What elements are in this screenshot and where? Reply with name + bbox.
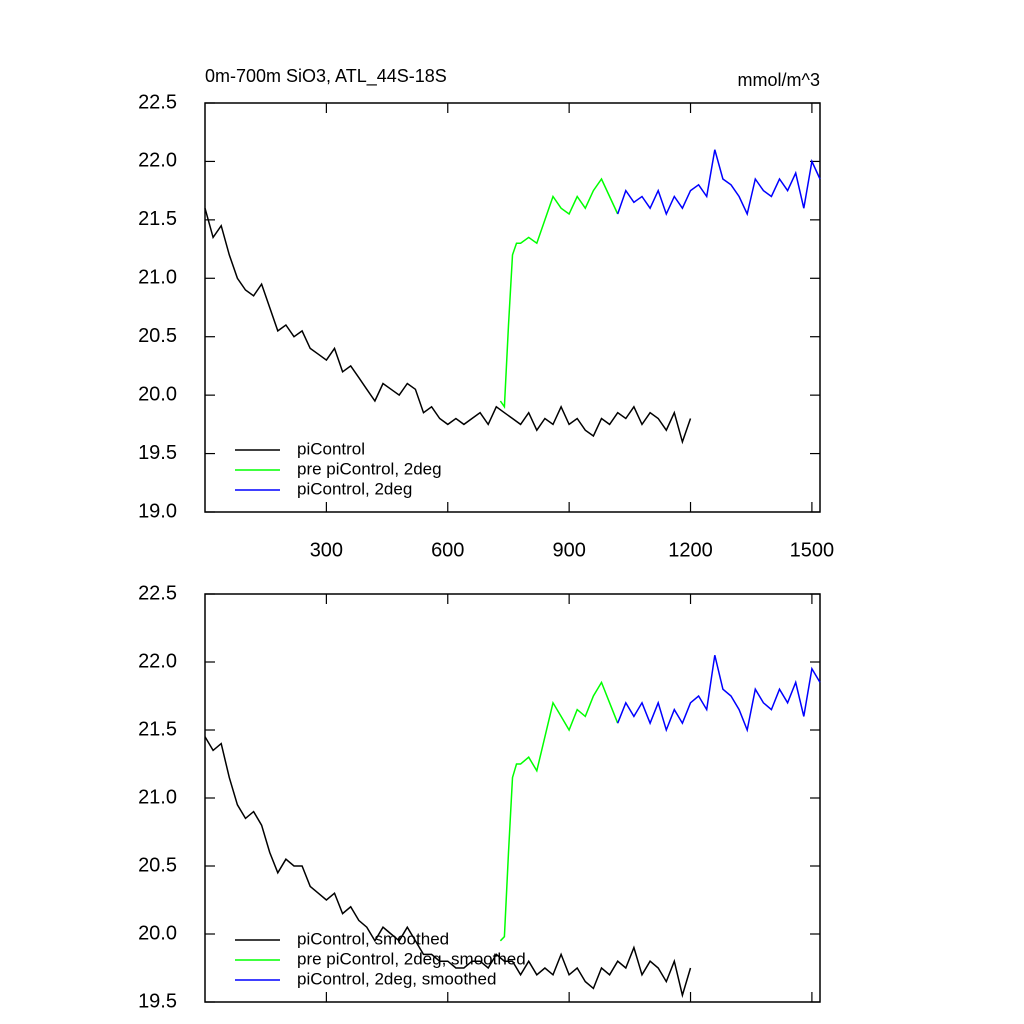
x-tick-label: 900 xyxy=(552,539,585,561)
x-tick-label: 300 xyxy=(310,539,343,561)
y-tick-label: 20.5 xyxy=(138,325,177,347)
y-tick-label: 22.5 xyxy=(138,582,177,604)
legend-label: piControl, 2deg xyxy=(297,479,412,498)
x-tick-label: 1200 xyxy=(668,539,713,561)
data-line xyxy=(616,149,821,217)
chart-title: 0m-700m SiO3, ATL_44S-18S xyxy=(205,66,447,87)
x-tick-label: 600 xyxy=(431,539,464,561)
y-tick-label: 19.5 xyxy=(138,990,177,1012)
units-label: mmol/m^3 xyxy=(738,70,820,90)
y-tick-label: 22.0 xyxy=(138,650,177,672)
y-tick-label: 22.5 xyxy=(138,91,177,113)
data-line xyxy=(499,177,619,410)
y-tick-label: 21.5 xyxy=(138,208,177,230)
y-tick-label: 19.5 xyxy=(138,442,177,464)
legend-label: piControl, 2deg, smoothed xyxy=(297,969,496,988)
plot-frame xyxy=(204,102,821,513)
y-tick-label: 21.0 xyxy=(138,786,177,808)
y-tick-label: 21.5 xyxy=(138,718,177,740)
data-line xyxy=(499,680,619,942)
data-line xyxy=(204,207,692,445)
y-tick-label: 20.0 xyxy=(138,383,177,405)
y-tick-label: 21.0 xyxy=(138,267,177,289)
y-tick-label: 20.5 xyxy=(138,854,177,876)
data-line xyxy=(617,655,821,733)
y-tick-label: 22.0 xyxy=(138,150,177,172)
legend-label: piControl, smoothed xyxy=(297,929,449,948)
legend-label: piControl xyxy=(297,439,365,458)
legend-label: pre piControl, 2deg, smoothed xyxy=(297,949,526,968)
data-line xyxy=(204,736,692,999)
x-tick-label: 1500 xyxy=(790,539,835,561)
y-tick-label: 20.0 xyxy=(138,922,177,944)
y-tick-label: 19.0 xyxy=(138,500,177,522)
legend-label: pre piControl, 2deg xyxy=(297,459,442,478)
